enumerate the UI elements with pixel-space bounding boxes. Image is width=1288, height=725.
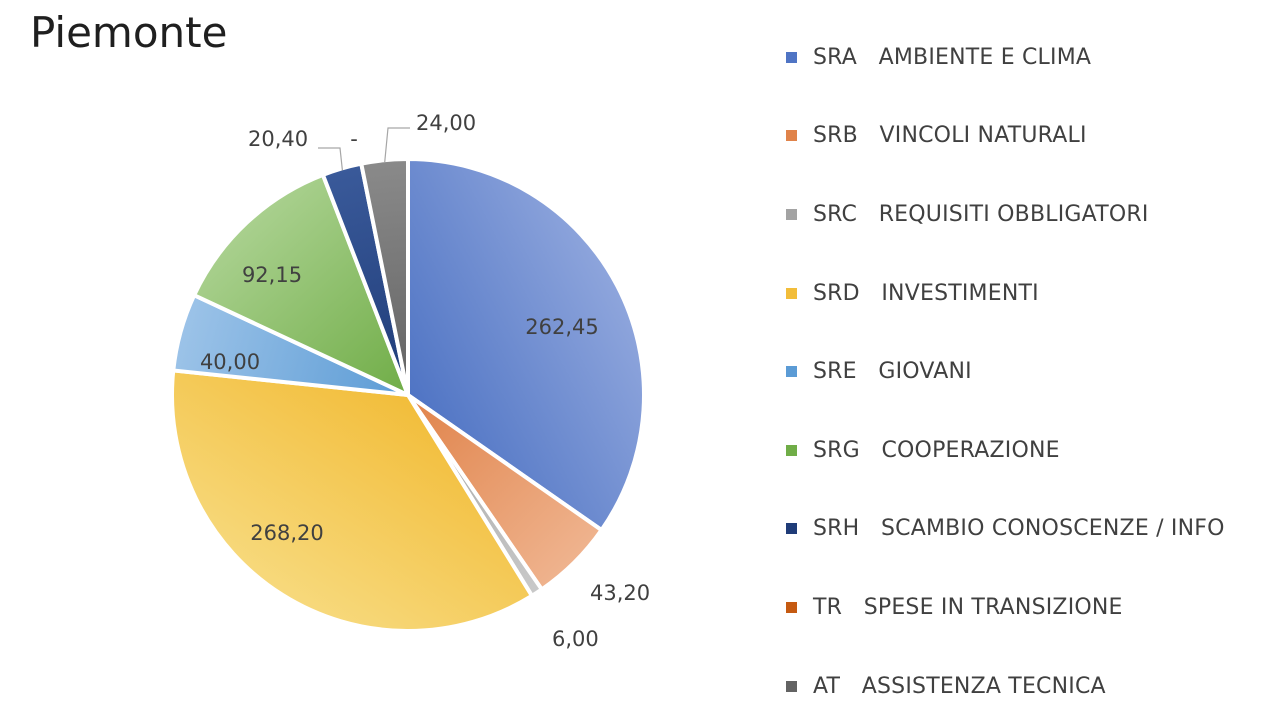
legend-swatch-8 <box>786 680 797 692</box>
legend-item-7: TR SPESE IN TRANSIZIONE <box>786 568 1286 647</box>
pie-chart: 262,45 43,20 6,00 268,20 40,00 92,15 20,40 - 24,… <box>170 111 650 651</box>
legend-swatch-2 <box>786 208 797 220</box>
data-label-3: 268,20 <box>250 521 323 545</box>
legend-item-2: SRC REQUISITI OBBLIGATORI <box>786 175 1286 254</box>
legend-item-1: SRB VINCOLI NATURALI <box>786 97 1286 176</box>
data-label-0: 262,45 <box>525 315 598 339</box>
data-label-4: 40,00 <box>200 350 260 374</box>
legend-label-3: SRD INVESTIMENTI <box>813 280 1039 306</box>
legend-swatch-1 <box>786 130 797 142</box>
data-label-5: 92,15 <box>242 263 302 287</box>
data-label-1: 43,20 <box>590 581 650 605</box>
pie-slices <box>170 157 646 633</box>
legend-swatch-6 <box>786 523 797 535</box>
pie-slice-3 <box>170 368 534 633</box>
data-label-2: 6,00 <box>552 627 599 651</box>
data-label-7: - <box>350 127 358 151</box>
chart-title: Piemonte <box>30 8 228 57</box>
legend-label-4: SRE GIOVANI <box>813 359 972 385</box>
legend-label-2: SRC REQUISITI OBBLIGATORI <box>813 201 1149 227</box>
legend-item-8: AT ASSISTENZA TECNICA <box>786 647 1286 725</box>
data-label-8: 24,00 <box>416 111 476 135</box>
leader-line-8 <box>384 127 410 163</box>
legend-swatch-3 <box>786 287 797 299</box>
legend-label-5: SRG COOPERAZIONE <box>813 437 1060 463</box>
legend-swatch-5 <box>786 444 797 456</box>
legend-item-6: SRH SCAMBIO CONOSCENZE / INFO <box>786 490 1286 569</box>
legend-swatch-7 <box>786 601 797 613</box>
legend-label-0: SRA AMBIENTE E CLIMA <box>813 44 1092 70</box>
legend-item-3: SRD INVESTIMENTI <box>786 254 1286 333</box>
data-labels: 262,45 43,20 6,00 268,20 40,00 92,15 20,40 - 24,… <box>200 111 650 651</box>
legend-label-6: SRH SCAMBIO CONOSCENZE / INFO <box>813 516 1225 542</box>
legend: SRA AMBIENTE E CLIMA SRB VINCOLI NATURALI… <box>786 18 1286 725</box>
data-label-6: 20,40 <box>248 127 308 151</box>
legend-label-7: TR SPESE IN TRANSIZIONE <box>813 594 1123 620</box>
legend-swatch-0 <box>786 51 797 63</box>
legend-item-0: SRA AMBIENTE E CLIMA <box>786 18 1286 97</box>
legend-label-1: SRB VINCOLI NATURALI <box>813 123 1087 149</box>
legend-item-4: SRE GIOVANI <box>786 332 1286 411</box>
pie-slice-5 <box>192 172 410 397</box>
leader-line-6 <box>318 147 344 171</box>
legend-label-8: AT ASSISTENZA TECNICA <box>813 673 1106 699</box>
leader-lines <box>318 127 410 171</box>
pie-slice-0 <box>406 157 646 533</box>
legend-swatch-4 <box>786 366 797 378</box>
legend-item-5: SRG COOPERAZIONE <box>786 411 1286 490</box>
